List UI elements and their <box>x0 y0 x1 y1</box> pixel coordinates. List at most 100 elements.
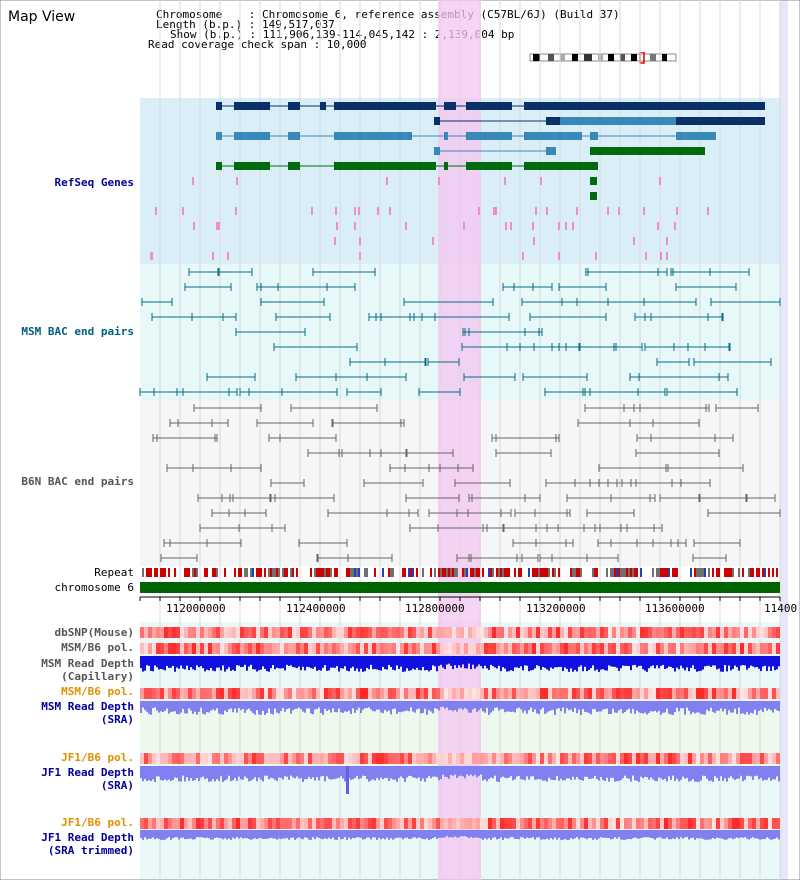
polymorphism-cell <box>248 818 252 829</box>
read-depth-bar <box>254 656 256 670</box>
gene-tick <box>389 207 391 215</box>
polymorphism-cell <box>516 753 520 764</box>
gene-tick <box>572 222 574 230</box>
polymorphism-cell <box>408 818 412 829</box>
read-depth-bar <box>422 830 424 840</box>
polymorphism-cell <box>180 627 184 638</box>
repeat-element <box>742 568 744 577</box>
read-depth-bar <box>626 766 628 779</box>
read-depth-bar <box>162 766 164 781</box>
read-depth-bar <box>612 701 614 709</box>
read-depth-bar <box>248 656 250 667</box>
polymorphism-cell <box>568 643 572 654</box>
polymorphism-cell <box>588 818 592 829</box>
polymorphism-cell <box>728 818 732 829</box>
repeat-element <box>576 568 578 577</box>
read-depth-bar <box>244 656 246 665</box>
gene-tick <box>478 207 480 215</box>
polymorphism-cell <box>144 688 148 699</box>
read-depth-bar <box>298 656 300 667</box>
read-depth-bar <box>540 656 542 670</box>
polymorphism-cell <box>192 818 196 829</box>
read-depth-bar <box>166 766 168 781</box>
read-depth-bar <box>482 701 484 712</box>
read-depth-bar <box>152 830 154 838</box>
polymorphism-cell <box>584 627 588 638</box>
repeat-element <box>538 568 540 577</box>
read-depth-bar <box>258 701 260 715</box>
read-depth-bar <box>736 830 738 838</box>
gene-tick <box>558 252 560 260</box>
read-depth-bar <box>570 766 572 780</box>
read-depth-bar <box>646 701 648 715</box>
polymorphism-cell <box>488 688 492 699</box>
read-depth-bar <box>142 830 144 840</box>
polymorphism-cell <box>756 818 760 829</box>
read-depth-bar <box>398 701 400 712</box>
polymorphism-cell <box>168 627 172 638</box>
polymorphism-cell <box>312 627 316 638</box>
repeat-element <box>482 568 484 577</box>
read-depth-bar <box>344 656 346 667</box>
repeat-element <box>708 568 710 577</box>
repeat-element <box>518 568 520 577</box>
read-depth-bar <box>410 766 412 777</box>
read-depth-bar <box>186 830 188 840</box>
repeat-element <box>616 568 618 577</box>
read-depth-bar <box>498 656 500 666</box>
polymorphism-cell <box>496 688 500 699</box>
polymorphism-cell <box>176 627 180 638</box>
read-depth-bar <box>182 830 184 838</box>
read-depth-bar <box>420 766 422 781</box>
read-depth-bar <box>330 656 332 668</box>
read-depth-bar <box>666 766 668 782</box>
read-depth-bar <box>286 656 288 665</box>
read-depth-bar <box>560 766 562 779</box>
polymorphism-cell <box>464 818 468 829</box>
read-depth-bar <box>176 701 178 714</box>
repeat-element <box>204 568 206 577</box>
polymorphism-cell <box>728 753 732 764</box>
gene-tick <box>354 207 356 215</box>
polymorphism-cell <box>304 688 308 699</box>
read-depth-bar <box>442 656 444 668</box>
read-depth-bar <box>424 830 426 840</box>
polymorphism-cell <box>660 627 664 638</box>
read-depth-bar <box>596 701 598 713</box>
read-depth-bar <box>766 701 768 711</box>
read-depth-bar <box>430 830 432 840</box>
read-depth-bar <box>672 830 674 839</box>
read-depth-bar <box>756 656 758 667</box>
read-depth-bar <box>506 830 508 839</box>
repeat-element <box>382 568 384 577</box>
read-depth-bar <box>598 701 600 712</box>
repeat-element <box>724 568 726 577</box>
read-depth-bar <box>186 656 188 666</box>
read-depth-bar <box>368 701 370 708</box>
read-depth-bar <box>468 701 470 713</box>
read-depth-bar <box>686 766 688 778</box>
read-depth-bar <box>382 701 384 714</box>
read-depth-bar <box>756 830 758 839</box>
read-depth-bar <box>152 766 154 780</box>
repeat-element <box>776 568 778 577</box>
polymorphism-cell <box>668 818 672 829</box>
repeat-element <box>250 568 252 577</box>
read-depth-bar <box>760 701 762 710</box>
polymorphism-cell <box>376 753 380 764</box>
read-depth-bar <box>580 701 582 715</box>
read-depth-bar <box>150 656 152 671</box>
read-depth-bar <box>308 656 310 668</box>
read-depth-bar <box>644 701 646 713</box>
polymorphism-cell <box>600 818 604 829</box>
repeat-element <box>472 568 474 577</box>
read-depth-bar <box>256 766 258 782</box>
read-depth-bar <box>180 701 182 713</box>
polymorphism-cell <box>620 753 624 764</box>
polymorphism-cell <box>608 818 612 829</box>
read-depth-bar <box>548 830 550 840</box>
read-depth-bar <box>630 701 632 714</box>
polymorphism-cell <box>624 627 628 638</box>
read-depth-bar <box>360 766 362 779</box>
polymorphism-cell <box>628 688 632 699</box>
